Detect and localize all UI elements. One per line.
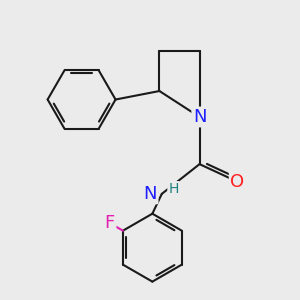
Text: N: N bbox=[193, 108, 206, 126]
Text: N: N bbox=[144, 185, 157, 203]
Text: F: F bbox=[105, 214, 115, 232]
Text: O: O bbox=[230, 172, 244, 190]
Text: H: H bbox=[168, 182, 179, 196]
